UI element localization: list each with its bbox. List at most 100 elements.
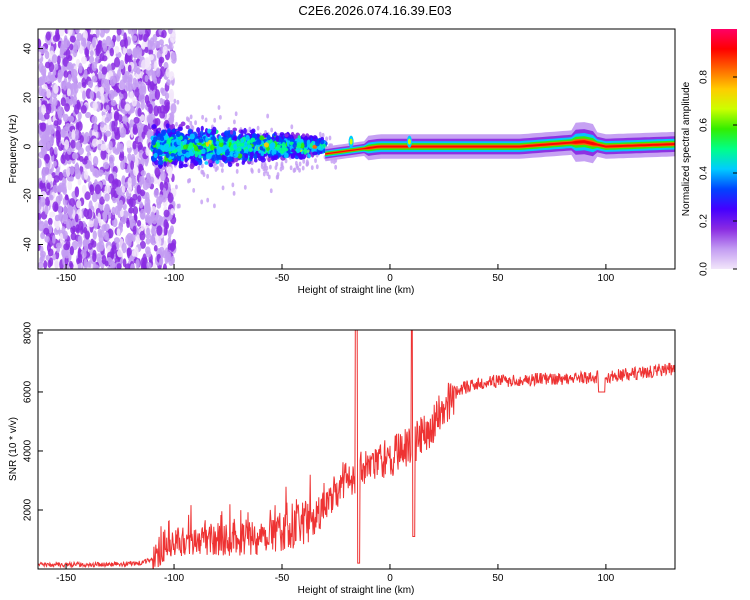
spectrogram-cell <box>39 122 46 132</box>
spectrogram-cell <box>121 175 126 186</box>
spectrogram-cell <box>63 243 70 251</box>
spectrogram-cell <box>158 56 165 64</box>
spectrogram-cell <box>189 120 193 126</box>
spectrogram-cell <box>111 120 116 132</box>
spectrogram-cell <box>250 167 254 173</box>
spectrogram-cell <box>260 162 264 167</box>
spectrogram-cell <box>53 175 60 183</box>
spectrogram-cell <box>189 114 193 120</box>
spectrogram-cell <box>139 122 143 130</box>
spectrogram-cell <box>77 111 82 120</box>
spectrogram-cell <box>70 82 77 89</box>
spectrogram-cell <box>269 188 273 194</box>
spectrogram-cell <box>74 38 81 50</box>
spectrogram-cell <box>58 211 62 221</box>
spectrogram-cell <box>247 144 252 149</box>
spectrogram-cell <box>200 163 204 169</box>
spectrogram-cell <box>201 148 206 155</box>
spectrogram-cell <box>63 70 69 79</box>
spectrogram-cell <box>116 263 122 269</box>
spectrogram-cell <box>124 263 132 269</box>
spectrogram-cell <box>170 103 177 114</box>
spectrogram-cell <box>188 177 192 183</box>
colorbar-ticks: 0.0 0.2 0.4 0.6 0.8 <box>699 70 737 276</box>
spectrogram-cell <box>114 46 120 54</box>
spectrogram-cell <box>159 257 164 266</box>
spectrogram-cell <box>48 224 53 234</box>
spectrogram-cell <box>185 151 191 158</box>
spectrogram-cell <box>250 160 254 166</box>
spectrogram-cell <box>116 29 122 36</box>
spectrogram-cell <box>298 161 302 167</box>
spectrogram-cell <box>165 123 170 129</box>
spectrogram-cell <box>291 148 295 153</box>
spectrogram-cell <box>212 126 217 133</box>
spectrogram-cell <box>136 67 141 75</box>
spectrogram-cell <box>256 125 260 131</box>
snr-y-ticks: 2000 4000 6000 8000 <box>23 321 43 521</box>
spectrogram-cell <box>146 206 151 216</box>
spectrogram-cell <box>127 64 132 73</box>
spectrogram-cell <box>243 184 247 190</box>
spectrogram-cell <box>92 252 97 263</box>
spectrogram-cell <box>93 86 99 94</box>
spectrogram-cell <box>300 142 305 149</box>
spectrogram-cell <box>260 157 266 163</box>
spectrogram-cell <box>204 161 209 165</box>
spectrogram-cell <box>153 245 158 252</box>
spectrogram-cell <box>129 198 136 208</box>
spectrogram-cell <box>38 99 42 108</box>
spectrogram-cell <box>158 246 165 258</box>
spectrogram-cell <box>266 171 270 177</box>
spectrogram-cell <box>83 170 89 180</box>
snr-series-line <box>38 330 675 569</box>
spectrogram-cell <box>64 103 70 112</box>
spectrogram-cell <box>140 223 145 231</box>
spectrogram-cell <box>264 168 268 174</box>
spectrogram-cell <box>45 254 51 261</box>
spectrogram-cell <box>197 165 201 171</box>
spectrogram-cell <box>87 242 93 250</box>
spectrogram-frame <box>37 28 676 270</box>
spectrogram-cell <box>89 90 95 100</box>
spectrogram-cell <box>99 29 106 38</box>
spectrogram-cell <box>201 114 205 120</box>
snr-panel: -150 -100 -50 0 50 100 2000 4000 6000 8000 Heigh… <box>8 321 676 596</box>
spectrogram-cell <box>66 147 72 155</box>
snr-x-label: Height of straight line (km) <box>298 585 415 596</box>
spectrogram-cell <box>284 133 289 138</box>
spectrogram-cell <box>185 125 190 130</box>
snr-background <box>38 330 675 569</box>
spectrogram-cell <box>276 174 280 180</box>
spectrogram-cell <box>154 118 161 126</box>
spectrogram-x-label: Height of straight line (km) <box>298 285 415 296</box>
snr-x-tick-label: 50 <box>492 573 504 584</box>
spectrogram-cell <box>266 113 270 119</box>
spectrogram-cell <box>137 81 143 90</box>
spectrogram-cell <box>108 154 115 164</box>
spectrogram-cell <box>221 185 225 191</box>
spectrogram-cell <box>260 150 265 157</box>
spectrogram-cell <box>119 59 125 70</box>
spectrogram-cell <box>290 153 296 160</box>
spectrogram-cell <box>176 203 180 209</box>
snr-y-tick-label: 4000 <box>23 439 34 462</box>
spectrogram-cell <box>176 148 183 153</box>
spectrogram-cell <box>175 130 182 138</box>
spectrogram-cell <box>153 188 159 198</box>
spectrogram-cell <box>169 225 175 234</box>
snr-x-tick-label: 100 <box>598 573 615 584</box>
spectrogram-cell <box>315 140 320 147</box>
spectrogram-cell <box>159 66 165 77</box>
spectrogram-cell <box>100 149 107 160</box>
spectrogram-cell <box>48 124 55 135</box>
spectrogram-cell <box>104 124 110 131</box>
spectrogram-cell <box>75 29 80 34</box>
spectrogram-cell <box>55 129 61 141</box>
spectrogram-cell <box>163 209 170 218</box>
spectrogram-cell <box>43 227 50 235</box>
spectrogram-cell <box>153 60 158 72</box>
spectrogram-cell <box>269 164 272 170</box>
spectrogram-cell <box>43 260 48 269</box>
spectrogram-cell <box>132 193 138 201</box>
